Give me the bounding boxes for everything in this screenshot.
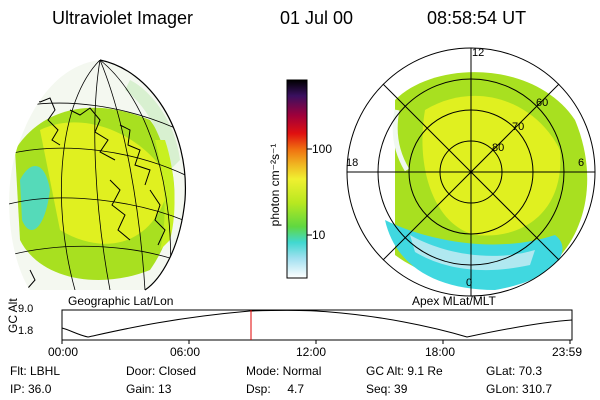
geographic-map-panel [9,59,186,291]
mlt-label-0: 0 [466,277,473,289]
info-flt: Flt: LBHL [10,364,61,378]
colorbar [286,79,312,279]
geo-panel-label: Geographic Lat/Lon [68,294,174,308]
time-tick-0000: 00:00 [48,345,79,359]
mlat-label-60: 60 [536,97,549,109]
info-dsp: Dsp: 4.7 [246,382,305,396]
app-title: Ultraviolet Imager [52,8,194,28]
info-seq: Seq: 39 [366,382,408,396]
apex-panel-label: Apex MLat/MLT [412,294,496,308]
time-tick-1200: 12:00 [296,345,327,359]
alt-tick-low: 1.8 [18,325,34,337]
info-ip: IP: 36.0 [10,382,52,396]
mlat-label-70: 70 [512,121,525,133]
time-tick-0600: 06:00 [170,345,201,359]
time-tick-1800: 18:00 [425,345,456,359]
apex-polar-panel [346,47,596,297]
info-door: Door: Closed [126,364,197,378]
time-display: 08:58:54 UT [427,8,527,28]
mlt-label-12: 12 [472,47,485,59]
date-display: 01 Jul 00 [280,8,354,28]
colorbar-tick-100: 100 [312,142,333,156]
mlt-label-6: 6 [578,157,585,169]
info-mode: Mode: Normal [246,364,322,378]
time-tick-2359: 23:59 [552,345,583,359]
info-glon: GLon: 310.7 [486,382,553,396]
colorbar-unit-label: photon cm⁻²s⁻¹ [268,143,282,227]
mlat-label-80: 80 [492,142,505,154]
colorbar-tick-10: 10 [312,228,326,242]
altitude-plot [61,309,573,344]
mlt-label-18: 18 [346,157,359,169]
info-glat: GLat: 70.3 [486,364,543,378]
info-gain: Gain: 13 [126,382,172,396]
alt-tick-high: 9.0 [18,303,34,315]
info-gc-alt: GC Alt: 9.1 Re [366,364,443,378]
